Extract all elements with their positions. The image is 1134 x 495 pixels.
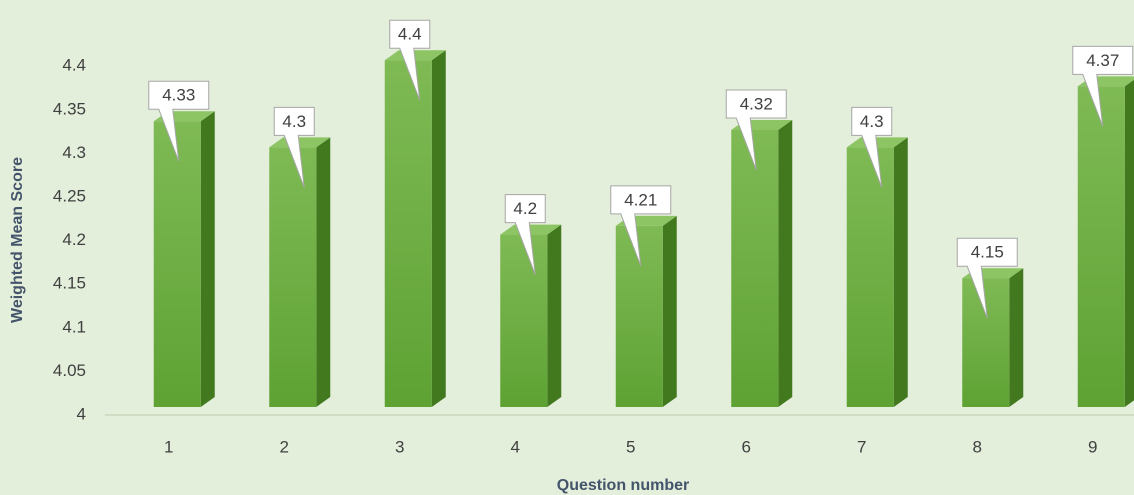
data-label-callout bbox=[610, 185, 672, 267]
y-tick-label: 4 bbox=[77, 404, 86, 423]
bar bbox=[615, 215, 677, 407]
data-label: 4.4 bbox=[398, 25, 422, 44]
bar-front bbox=[153, 121, 201, 408]
bar-front bbox=[1077, 86, 1125, 408]
data-label-callout bbox=[1072, 45, 1134, 127]
x-tick-label: 9 bbox=[1088, 437, 1097, 456]
x-tick-label: 4 bbox=[511, 437, 520, 456]
bar-side bbox=[547, 224, 562, 407]
y-axis-title: Weighted Mean Score bbox=[9, 157, 26, 323]
bar-side bbox=[893, 137, 908, 407]
bar-front bbox=[846, 147, 894, 407]
data-label: 4.3 bbox=[860, 112, 884, 131]
bar bbox=[962, 268, 1024, 407]
data-label: 4.37 bbox=[1086, 51, 1119, 70]
bar bbox=[846, 137, 908, 407]
bar-side bbox=[431, 50, 446, 407]
bar-side bbox=[778, 119, 793, 408]
x-tick-label: 5 bbox=[626, 437, 635, 456]
data-label: 4.3 bbox=[282, 112, 306, 131]
bar bbox=[500, 224, 562, 407]
y-tick-label: 4.25 bbox=[53, 186, 86, 205]
bar-front bbox=[384, 60, 432, 407]
x-tick-label: 7 bbox=[857, 437, 866, 456]
bar-front bbox=[269, 147, 317, 407]
data-label-callout bbox=[148, 80, 210, 162]
data-label-callout bbox=[851, 106, 893, 188]
x-tick-label: 3 bbox=[395, 437, 404, 456]
bar-front bbox=[731, 129, 779, 407]
x-tick-label: 1 bbox=[164, 437, 173, 456]
y-tick-label: 4.35 bbox=[53, 99, 86, 118]
data-label: 4.21 bbox=[624, 190, 657, 209]
y-tick-label: 4.2 bbox=[62, 230, 86, 249]
y-tick-label: 4.15 bbox=[53, 274, 86, 293]
bar-front bbox=[962, 278, 1010, 407]
y-tick-label: 4.05 bbox=[53, 361, 86, 380]
bar-top bbox=[846, 137, 908, 148]
bar bbox=[384, 50, 446, 407]
y-tick-label: 4.3 bbox=[62, 143, 86, 162]
bar-top bbox=[384, 50, 446, 61]
y-tick-label: 4.4 bbox=[62, 56, 86, 75]
data-label-callout bbox=[725, 89, 787, 171]
data-label-callout bbox=[956, 237, 1018, 319]
bar bbox=[731, 119, 793, 408]
bar-front bbox=[500, 234, 548, 407]
bar-side bbox=[200, 111, 215, 408]
bar bbox=[269, 137, 331, 407]
bar-top bbox=[269, 137, 331, 148]
bar-side bbox=[1124, 79, 1134, 407]
data-label: 4.33 bbox=[162, 86, 195, 105]
bar bbox=[153, 111, 215, 408]
bar-top bbox=[500, 224, 562, 235]
data-label-callout bbox=[504, 194, 546, 275]
data-label: 4.2 bbox=[513, 199, 537, 218]
x-tick-label: 6 bbox=[742, 437, 751, 456]
data-label: 4.15 bbox=[971, 243, 1004, 262]
y-tick-label: 4.1 bbox=[62, 317, 86, 336]
data-label-callout bbox=[389, 19, 431, 101]
data-label: 4.32 bbox=[740, 94, 773, 113]
bar-side bbox=[662, 215, 677, 407]
x-tick-label: 8 bbox=[973, 437, 982, 456]
bar-side bbox=[316, 137, 331, 407]
x-tick-label: 2 bbox=[280, 437, 289, 456]
x-axis-title: Question number bbox=[557, 477, 689, 494]
bar-side bbox=[1009, 268, 1024, 407]
bar bbox=[1077, 76, 1134, 408]
data-label-callout bbox=[273, 106, 315, 188]
